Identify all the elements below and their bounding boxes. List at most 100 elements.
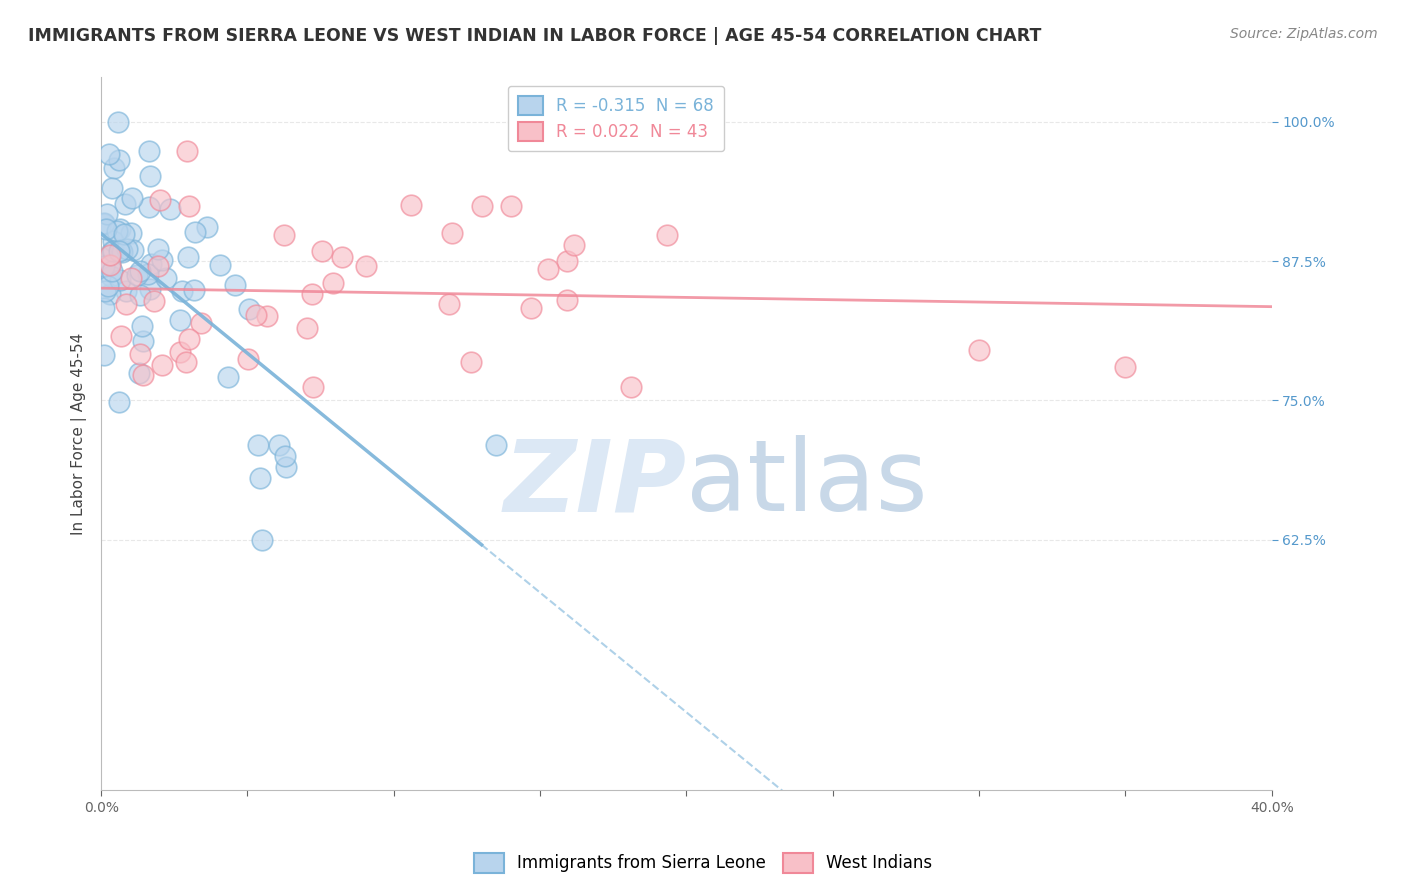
Point: [184, 225, 207, 239]
Point: [138, 267, 160, 281]
Point: [520, 301, 543, 315]
Point: [98, 258, 121, 272]
Point: [190, 316, 212, 330]
Point: [97, 278, 120, 293]
Point: [273, 227, 295, 242]
Point: [138, 200, 160, 214]
Legend: R = -0.315  N = 68, R = 0.022  N = 43: R = -0.315 N = 68, R = 0.022 N = 43: [508, 86, 724, 151]
Text: Source: ZipAtlas.com: Source: ZipAtlas.com: [1230, 27, 1378, 41]
Point: [101, 244, 124, 258]
Y-axis label: In Labor Force | Age 45-54: In Labor Force | Age 45-54: [72, 333, 87, 535]
Point: [1114, 359, 1136, 374]
Point: [176, 144, 198, 158]
Point: [562, 238, 585, 252]
Point: [138, 145, 160, 159]
Point: [101, 264, 124, 278]
Point: [139, 169, 162, 183]
Point: [177, 198, 200, 212]
Point: [103, 161, 125, 176]
Point: [112, 227, 135, 241]
Point: [148, 243, 170, 257]
Point: [159, 202, 181, 217]
Point: [107, 244, 129, 258]
Point: [439, 297, 461, 311]
Point: [537, 262, 560, 277]
Point: [93, 301, 115, 315]
Point: [93, 259, 115, 273]
Point: [93, 284, 115, 298]
Point: [149, 193, 172, 207]
Point: [142, 293, 165, 308]
Point: [208, 258, 231, 272]
Point: [169, 345, 191, 359]
Point: [93, 348, 115, 362]
Point: [110, 328, 132, 343]
Point: [138, 282, 160, 296]
Point: [356, 260, 378, 274]
Point: [146, 259, 169, 273]
Point: [96, 207, 118, 221]
Point: [441, 227, 464, 241]
Point: [250, 533, 273, 547]
Point: [114, 197, 136, 211]
Point: [177, 250, 200, 264]
Point: [108, 394, 131, 409]
Point: [179, 332, 201, 346]
Point: [98, 248, 121, 262]
Point: [100, 244, 122, 258]
Text: ZIP: ZIP: [503, 435, 686, 533]
Point: [139, 257, 162, 271]
Text: IMMIGRANTS FROM SIERRA LEONE VS WEST INDIAN IN LABOR FORCE | AGE 45-54 CORRELATI: IMMIGRANTS FROM SIERRA LEONE VS WEST IND…: [28, 27, 1042, 45]
Point: [114, 297, 136, 311]
Point: [105, 224, 128, 238]
Point: [245, 309, 267, 323]
Point: [120, 226, 142, 240]
Point: [111, 244, 134, 259]
Point: [94, 222, 117, 236]
Legend: Immigrants from Sierra Leone, West Indians: Immigrants from Sierra Leone, West India…: [467, 847, 939, 880]
Point: [183, 283, 205, 297]
Point: [132, 334, 155, 348]
Point: [120, 271, 142, 285]
Point: [301, 287, 323, 301]
Point: [655, 227, 678, 242]
Point: [274, 449, 297, 463]
Point: [110, 243, 132, 257]
Point: [132, 368, 155, 382]
Point: [311, 244, 333, 259]
Point: [155, 271, 177, 285]
Point: [129, 347, 152, 361]
Point: [967, 343, 990, 358]
Point: [110, 273, 132, 287]
Point: [122, 243, 145, 257]
Point: [217, 369, 239, 384]
Point: [555, 293, 578, 308]
Point: [108, 153, 131, 167]
Point: [128, 366, 150, 380]
Point: [101, 181, 124, 195]
Point: [98, 147, 121, 161]
Text: atlas: atlas: [686, 435, 928, 533]
Point: [129, 288, 152, 302]
Point: [471, 198, 494, 212]
Point: [150, 253, 173, 268]
Point: [195, 220, 218, 235]
Point: [100, 269, 122, 284]
Point: [115, 242, 138, 256]
Point: [249, 471, 271, 485]
Point: [246, 438, 269, 452]
Point: [115, 285, 138, 299]
Point: [93, 216, 115, 230]
Point: [150, 358, 173, 372]
Point: [620, 379, 643, 393]
Point: [172, 285, 194, 299]
Point: [121, 191, 143, 205]
Point: [107, 115, 129, 129]
Point: [274, 460, 297, 475]
Point: [131, 319, 153, 334]
Point: [295, 320, 318, 334]
Point: [399, 198, 422, 212]
Point: [236, 351, 259, 366]
Point: [302, 380, 325, 394]
Point: [499, 198, 522, 212]
